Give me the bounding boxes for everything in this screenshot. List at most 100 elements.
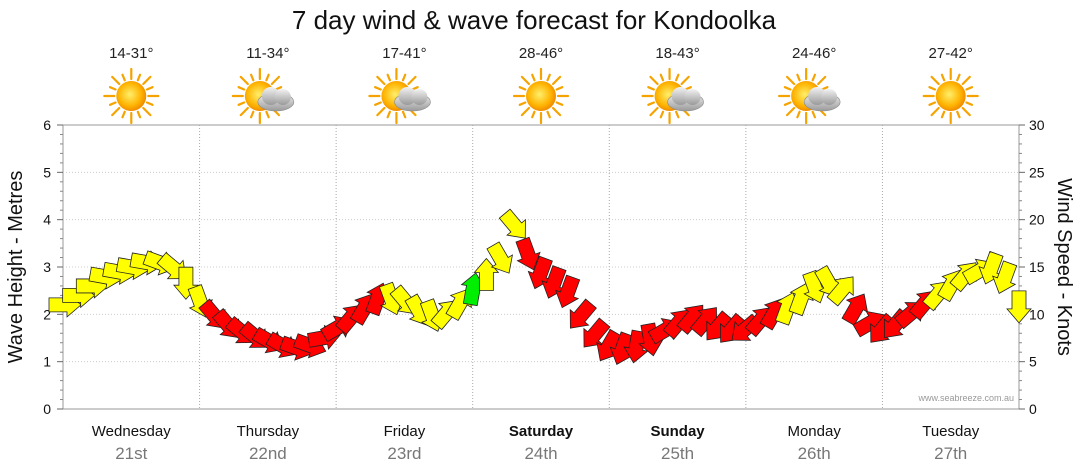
wind-arrow — [978, 250, 1004, 285]
sun-ray — [928, 86, 937, 91]
wind-arrow-shape — [583, 317, 611, 348]
sun-ray — [965, 101, 974, 106]
sun-ray — [265, 110, 270, 119]
wind-arrow-shape — [992, 260, 1018, 294]
right-tick-label: 25 — [1029, 164, 1045, 180]
sun-ray — [928, 101, 937, 106]
sun-ray — [111, 75, 121, 86]
sun-ray — [796, 73, 801, 82]
cloud-puff — [821, 89, 838, 105]
wind-arrow — [554, 274, 581, 309]
sun-ray — [940, 73, 946, 82]
sun-ray — [659, 110, 665, 119]
wind-arrow-shape — [498, 208, 526, 239]
sun-ray — [111, 106, 121, 117]
wind-arrow — [623, 329, 649, 364]
sun-ray — [136, 73, 142, 82]
cloud-puff — [274, 89, 291, 105]
day-date-label: 26th — [798, 444, 831, 463]
left-tick-label: 0 — [43, 401, 51, 417]
sun-ray — [555, 86, 564, 91]
sun-ray — [956, 73, 961, 82]
sun-ray — [555, 101, 564, 106]
sun-ray — [520, 75, 531, 86]
cloud-icon — [257, 87, 295, 112]
wind-arrow — [689, 307, 718, 338]
day-name-label: Sunday — [650, 423, 705, 440]
temperature-range: 28-46° — [519, 45, 563, 62]
sun-ray — [551, 75, 562, 86]
sun-icon — [922, 67, 979, 125]
wind-arrow-shape — [978, 250, 1004, 285]
sun-ray — [136, 110, 142, 119]
day-date-label: 23rd — [387, 444, 421, 463]
sun-ray — [546, 110, 551, 119]
wind-arrow-shape — [623, 329, 649, 364]
wind-arrow — [992, 260, 1018, 294]
sun-ray — [237, 86, 246, 91]
wind-arrow — [1006, 290, 1032, 324]
partly-cloudy-icon — [641, 67, 704, 125]
wind-arrow-shape — [527, 255, 553, 290]
left-axis-title: Wave Height - Metres — [5, 171, 27, 364]
sun-ray — [145, 86, 154, 91]
day-date-label: 22nd — [249, 444, 287, 463]
wind-arrow — [826, 276, 854, 307]
chart-title: 7 day wind & wave forecast for Kondoolka — [292, 5, 777, 35]
sun-ray — [961, 106, 971, 117]
sun-disc — [935, 81, 966, 111]
sun-ray — [940, 110, 946, 119]
right-tick-label: 10 — [1029, 306, 1045, 322]
day-name-label: Wednesday — [92, 423, 171, 440]
sun-ray — [649, 75, 659, 86]
sun-ray — [783, 86, 792, 91]
wind-arrow-shape — [486, 241, 513, 274]
sun-ray — [376, 106, 386, 117]
cloud-puff — [411, 89, 428, 105]
wind-arrow — [541, 265, 567, 299]
left-tick-label: 2 — [43, 306, 51, 322]
sun-ray — [108, 101, 117, 106]
temperature-range: 27-42° — [929, 45, 973, 62]
right-tick-label: 0 — [1029, 401, 1037, 417]
cloud-puff — [398, 87, 417, 105]
sun-ray — [239, 106, 249, 117]
wind-arrow — [569, 298, 597, 329]
right-tick-label: 15 — [1029, 259, 1045, 275]
sun-ray — [930, 106, 940, 117]
sun-ray — [145, 101, 154, 106]
sun-ray — [649, 106, 659, 117]
wind-arrow — [583, 317, 611, 348]
temperature-range: 11-34° — [246, 45, 289, 62]
temperature-range: 18-43° — [655, 45, 699, 62]
sun-ray — [386, 73, 392, 82]
wind-arrow — [515, 236, 541, 271]
sun-ray — [930, 75, 940, 86]
wind-arrow-shape — [554, 274, 581, 309]
sun-ray — [401, 110, 407, 119]
sun-ray — [783, 101, 792, 106]
day-date-label: 27th — [934, 444, 967, 463]
wind-arrow — [486, 241, 513, 274]
wind-arrow-shape — [541, 265, 567, 299]
left-tick-label: 6 — [43, 117, 51, 133]
sun-ray — [956, 110, 961, 119]
sun-ray — [249, 73, 255, 82]
sun-ray — [518, 101, 527, 106]
day-name-label: Monday — [787, 423, 841, 440]
sun-ray — [386, 110, 392, 119]
temperature-range: 24-46° — [792, 45, 836, 62]
sun-ray — [647, 86, 655, 91]
sun-icon — [103, 67, 160, 125]
sun-ray — [785, 75, 796, 86]
day-date-label: 24th — [524, 444, 557, 463]
sun-ray — [270, 75, 281, 86]
sun-ray — [531, 110, 536, 119]
partly-cloudy-icon — [368, 67, 431, 125]
day-name-label: Saturday — [509, 423, 574, 440]
left-tick-label: 5 — [43, 164, 51, 180]
cloud-puff — [808, 87, 827, 105]
wind-arrow — [527, 255, 553, 290]
sun-ray — [546, 73, 551, 82]
sun-ray — [961, 75, 971, 86]
